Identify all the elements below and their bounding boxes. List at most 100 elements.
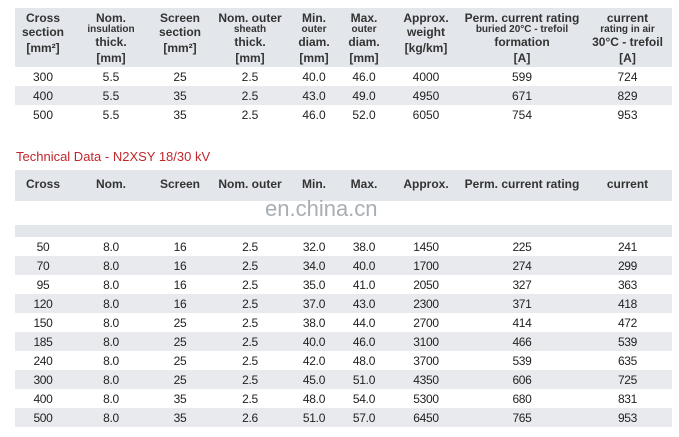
header-line: Perm. current rating	[464, 11, 580, 25]
table-row: 400 8.0 35 2.5 48.0 54.0 5300 680 831	[15, 389, 672, 408]
table-row: 95 8.0 16 2.5 35.0 41.0 2050 327 363	[15, 275, 672, 294]
table-cell: 363	[617, 277, 638, 292]
table-cell: 5.5	[102, 107, 120, 122]
table-cell: 2.5	[209, 256, 291, 275]
table-cell: 2.5	[242, 315, 258, 330]
header-line: formation	[494, 35, 550, 49]
header-line: Nom. outer	[218, 11, 282, 25]
table-cell: 2300	[391, 294, 461, 313]
table-cell: 54.0	[352, 391, 376, 406]
cable-data-table-1: Cross section [mm²] Nom. insulation thick. [mm…	[15, 8, 672, 124]
column-header: Approx.	[403, 177, 449, 191]
header-line: outer	[351, 24, 377, 35]
table-cell: 724	[617, 69, 638, 84]
table-cell: 500	[15, 408, 71, 427]
table-cell: 754	[511, 107, 533, 122]
table-cell: 2.5	[242, 353, 258, 368]
table-cell: 46.0	[352, 69, 376, 84]
table-cell: 34.0	[291, 256, 337, 275]
table-cell: 44.0	[352, 315, 376, 330]
column-header: Cross	[25, 177, 60, 191]
header-line: current	[606, 11, 649, 25]
table-row: 150 8.0 25 2.5 38.0 44.0 2700 414 472	[15, 313, 672, 332]
table-cell: 5.5	[102, 69, 120, 84]
table-cell: 8.0	[103, 391, 119, 406]
table-cell: 40.0	[302, 69, 326, 84]
header-line: 30°C - trefoil	[592, 35, 663, 49]
header-line: buried 20°C - trefoil	[475, 24, 569, 35]
table-row: 120 8.0 16 2.5 37.0 43.0 2300 371 418	[15, 294, 672, 313]
table-row: 500 8.0 35 2.6 51.0 57.0 6450 765 953	[15, 408, 672, 427]
table-cell: 50	[36, 239, 50, 254]
table-cell: 52.0	[352, 107, 376, 122]
table-cell: 539	[512, 353, 532, 368]
table-cell: 35	[173, 107, 187, 122]
table-cell: 8.0	[71, 408, 151, 427]
column-header: Screen section [mm²]	[151, 8, 209, 67]
header-line: [kg/km]	[404, 41, 448, 55]
table-cell: 16	[173, 277, 187, 292]
table-cell: 240	[33, 353, 53, 368]
table-cell: 4950	[391, 86, 461, 105]
table-cell: 500	[32, 107, 54, 122]
header-line: thick.	[95, 35, 127, 49]
table-cell: 35	[151, 86, 209, 105]
header-line: [mm]	[349, 51, 379, 65]
table-cell: 43.0	[337, 294, 391, 313]
table-cell: 40.0	[291, 332, 337, 351]
table-cell: 51.0	[337, 370, 391, 389]
table-cell: 671	[461, 86, 583, 105]
table-cell: 2.5	[209, 332, 291, 351]
table-cell: 300	[15, 370, 71, 389]
table-cell: 37.0	[291, 294, 337, 313]
table-row: 300 5.5 25 2.5 40.0 46.0 4000 599 724	[15, 67, 672, 86]
table-cell: 32.0	[302, 239, 326, 254]
column-header: Max.	[350, 177, 378, 191]
table-cell: 6050	[412, 107, 440, 122]
table-cell: 606	[461, 370, 583, 389]
table-cell: 42.0	[302, 353, 326, 368]
header-line: Approx.	[403, 11, 449, 25]
table-row: 300 8.0 25 2.5 45.0 51.0 4350 606 725	[15, 370, 672, 389]
table-cell: 635	[617, 353, 638, 368]
table-row: 185 8.0 25 2.5 40.0 46.0 3100 466 539	[15, 332, 672, 351]
table-cell: 25	[173, 69, 187, 84]
table-cell: 43.0	[291, 86, 337, 105]
table-cell: 680	[512, 391, 532, 406]
table-cell: 327	[512, 277, 532, 292]
table-cell: 400	[15, 86, 71, 105]
table-cell: 2.5	[209, 370, 291, 389]
header-line: [mm²]	[26, 41, 60, 55]
column-header: Nom. outer sheath thick. [mm]	[209, 8, 291, 67]
table-cell: 25	[173, 353, 187, 368]
table-cell: 274	[461, 256, 583, 275]
table-cell: 46.0	[302, 107, 326, 122]
table-cell: 6450	[391, 408, 461, 427]
table-cell: 38.0	[352, 239, 376, 254]
column-header: current	[606, 177, 649, 191]
header-units-row	[15, 225, 672, 237]
table-cell: 1700	[391, 256, 461, 275]
table-cell: 8.0	[103, 353, 119, 368]
table-cell: 414	[512, 315, 532, 330]
table-cell: 2.5	[209, 294, 291, 313]
table-cell: 300	[32, 69, 54, 84]
table-cell: 8.0	[71, 294, 151, 313]
header-line: outer	[301, 24, 327, 35]
header-line: Min.	[302, 11, 326, 25]
section-title: Technical Data - N2XSY 18/30 kV	[16, 149, 211, 164]
table-cell: 35.0	[302, 277, 326, 292]
table-cell: 953	[583, 408, 672, 427]
table-cell: 599	[511, 69, 533, 84]
table-cell: 16	[173, 239, 187, 254]
column-header: Approx. weight [kg/km]	[391, 8, 461, 67]
header-line: [mm]	[96, 51, 126, 65]
table-row: 240 8.0 25 2.5 42.0 48.0 3700 539 635	[15, 351, 672, 370]
table-cell: 5300	[413, 391, 439, 406]
header-line: [mm²]	[163, 41, 197, 55]
table-cell: 70	[15, 256, 71, 275]
table-cell: 25	[173, 315, 187, 330]
table-cell: 400	[33, 391, 53, 406]
column-header: Max. outer diam. [mm]	[337, 8, 391, 67]
header-line: [mm]	[235, 51, 265, 65]
